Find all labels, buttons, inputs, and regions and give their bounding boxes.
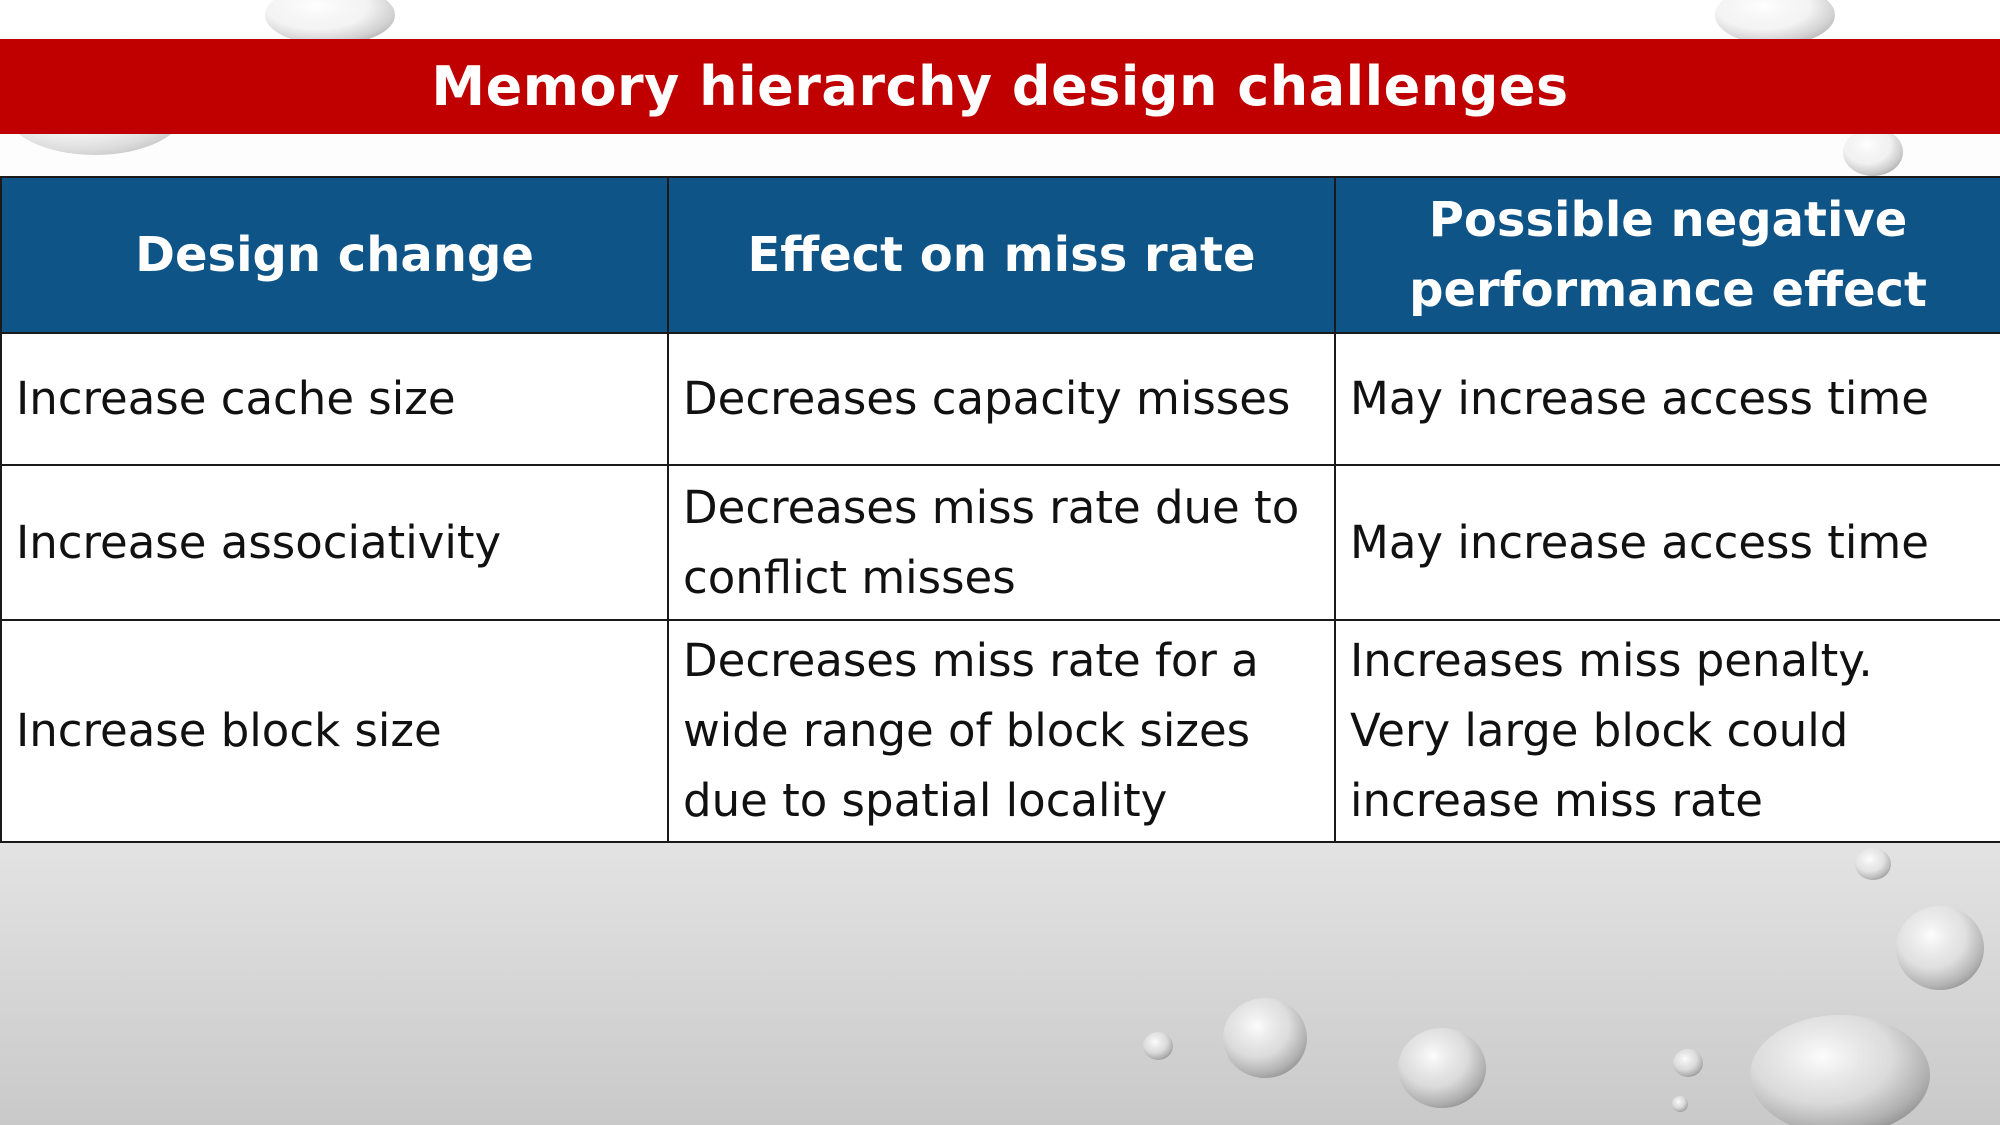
design-challenges-table: Design change Effect on miss rate Possib… bbox=[0, 176, 2000, 843]
water-drop bbox=[1855, 848, 1891, 880]
header-design-change: Design change bbox=[0, 176, 669, 334]
header-effect-on-miss-rate: Effect on miss rate bbox=[667, 176, 1336, 334]
water-drop bbox=[1673, 1049, 1703, 1077]
water-drop bbox=[1398, 1028, 1486, 1108]
table-row: Increase associativity Decreases miss ra… bbox=[0, 464, 2000, 621]
water-drop bbox=[1750, 1015, 1930, 1125]
water-drop bbox=[265, 0, 395, 45]
water-drop bbox=[1143, 1032, 1173, 1060]
cell-negative-effect: Increases miss penalty. Very large block… bbox=[1334, 619, 2000, 843]
water-drop bbox=[1672, 1096, 1688, 1112]
cell-negative-effect: May increase access time bbox=[1334, 464, 2000, 621]
title-bar: Memory hierarchy design challenges bbox=[0, 39, 2000, 134]
water-drop bbox=[1843, 128, 1903, 176]
water-drop bbox=[1896, 906, 1984, 990]
cell-effect: Decreases miss rate for a wide range of … bbox=[667, 619, 1336, 843]
cell-design-change: Increase block size bbox=[0, 619, 669, 843]
header-negative-effect: Possible negative performance effect bbox=[1334, 176, 2000, 334]
slide-title: Memory hierarchy design challenges bbox=[431, 55, 1569, 118]
cell-effect: Decreases capacity misses bbox=[667, 332, 1336, 466]
table-row: Increase block size Decreases miss rate … bbox=[0, 619, 2000, 843]
cell-effect: Decreases miss rate due to conflict miss… bbox=[667, 464, 1336, 621]
table-header-row: Design change Effect on miss rate Possib… bbox=[0, 176, 2000, 334]
cell-negative-effect: May increase access time bbox=[1334, 332, 2000, 466]
cell-design-change: Increase cache size bbox=[0, 332, 669, 466]
water-drop bbox=[1223, 998, 1307, 1078]
table-row: Increase cache size Decreases capacity m… bbox=[0, 332, 2000, 466]
water-drop bbox=[1715, 0, 1835, 45]
cell-design-change: Increase associativity bbox=[0, 464, 669, 621]
